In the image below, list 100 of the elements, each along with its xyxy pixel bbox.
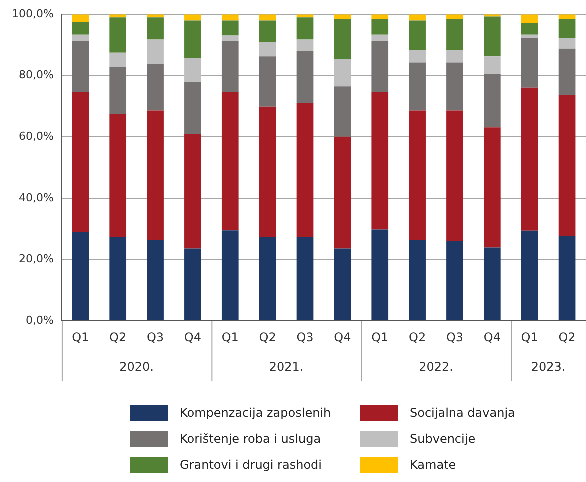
bar bbox=[259, 106, 276, 238]
legend-label: Korištenje roba i usluga bbox=[180, 432, 322, 446]
bar bbox=[296, 40, 314, 52]
x-tick-label: Q3 bbox=[146, 330, 164, 344]
bar bbox=[484, 56, 501, 74]
bar bbox=[521, 34, 538, 38]
bar bbox=[110, 237, 127, 320]
bar bbox=[334, 14, 352, 20]
bar bbox=[372, 230, 389, 320]
bar bbox=[222, 41, 239, 92]
bar bbox=[334, 86, 352, 137]
bar bbox=[296, 18, 314, 40]
bar bbox=[147, 18, 164, 40]
bar bbox=[259, 237, 276, 320]
bar bbox=[72, 34, 90, 42]
bar bbox=[372, 19, 389, 35]
legend-label: Kompenzacija zaposlenih bbox=[180, 406, 332, 420]
bar bbox=[222, 20, 239, 36]
bar bbox=[72, 41, 90, 92]
text: 2021. bbox=[269, 360, 304, 374]
bar bbox=[296, 237, 314, 320]
bar bbox=[296, 51, 314, 104]
bar bbox=[184, 82, 202, 134]
bar bbox=[558, 19, 576, 38]
text: 2022. bbox=[419, 360, 454, 374]
bar bbox=[110, 52, 127, 67]
bar bbox=[446, 241, 464, 320]
bar bbox=[147, 40, 164, 65]
bar bbox=[558, 95, 576, 236]
bar bbox=[334, 59, 352, 87]
legend-label: Subvencije bbox=[410, 432, 476, 446]
y-tick-label: 20,0% bbox=[18, 252, 54, 266]
bar bbox=[409, 14, 426, 21]
x-tick-label: Q2 bbox=[558, 330, 576, 344]
bar bbox=[372, 34, 389, 42]
bar bbox=[521, 23, 538, 35]
x-tick-label: Q4 bbox=[334, 330, 352, 344]
x-tick-label: Q2 bbox=[409, 330, 426, 344]
bar bbox=[558, 38, 576, 49]
x-tick-label: Q1 bbox=[521, 330, 538, 344]
bar bbox=[521, 14, 538, 24]
y-tick-label: 40,0% bbox=[18, 191, 54, 204]
bar bbox=[296, 103, 314, 238]
bar bbox=[110, 18, 127, 53]
bar bbox=[484, 128, 501, 248]
bar bbox=[558, 236, 576, 320]
bar bbox=[521, 88, 538, 231]
bar bbox=[484, 16, 501, 57]
bar bbox=[147, 110, 164, 240]
bar bbox=[259, 42, 276, 57]
bar bbox=[409, 50, 426, 63]
bar bbox=[446, 50, 464, 63]
bar bbox=[222, 36, 239, 42]
bar bbox=[372, 92, 389, 230]
bar bbox=[334, 136, 352, 249]
bar bbox=[147, 64, 164, 111]
bar bbox=[372, 41, 389, 92]
bar bbox=[409, 110, 426, 240]
bar bbox=[72, 232, 90, 320]
bar bbox=[184, 134, 202, 249]
bar bbox=[558, 48, 576, 96]
y-tick-label: 100,0% bbox=[12, 7, 54, 20]
x-tick-label: Q2 bbox=[259, 330, 276, 344]
bar bbox=[184, 14, 202, 21]
legend-label: Socijalna davanja bbox=[410, 406, 516, 420]
text: 2023. bbox=[531, 360, 566, 374]
x-tick-label: Q3 bbox=[446, 330, 464, 344]
bar bbox=[222, 14, 239, 21]
bar bbox=[259, 20, 276, 42]
bar bbox=[521, 38, 538, 88]
bar bbox=[222, 230, 239, 320]
bar bbox=[409, 20, 426, 50]
x-tick-label: Q1 bbox=[372, 330, 389, 344]
bar bbox=[222, 92, 239, 231]
bar bbox=[184, 248, 202, 320]
bar bbox=[184, 58, 202, 82]
bar bbox=[446, 62, 464, 111]
x-tick-label: Q3 bbox=[296, 330, 314, 344]
bar bbox=[446, 19, 464, 50]
bar bbox=[409, 240, 426, 320]
bar bbox=[484, 74, 501, 128]
bar bbox=[334, 20, 352, 60]
bar bbox=[521, 230, 538, 320]
bar bbox=[484, 248, 501, 320]
x-tick-label: Q1 bbox=[72, 330, 90, 344]
bar bbox=[72, 92, 90, 232]
y-tick-label: 0,0% bbox=[26, 314, 54, 327]
legend-label: Kamate bbox=[410, 458, 456, 472]
bar bbox=[446, 110, 464, 242]
x-tick-label: Q1 bbox=[222, 330, 239, 344]
bar bbox=[334, 248, 352, 320]
y-tick-label: 60,0% bbox=[18, 130, 54, 144]
bar bbox=[409, 62, 426, 111]
y-tick-label: 80,0% bbox=[18, 68, 54, 82]
x-tick-label: Q4 bbox=[484, 330, 501, 344]
bar bbox=[72, 22, 90, 35]
x-tick-label: Q4 bbox=[184, 330, 202, 344]
text: 2020. bbox=[120, 360, 154, 374]
bar bbox=[110, 66, 127, 114]
bar bbox=[259, 56, 276, 107]
